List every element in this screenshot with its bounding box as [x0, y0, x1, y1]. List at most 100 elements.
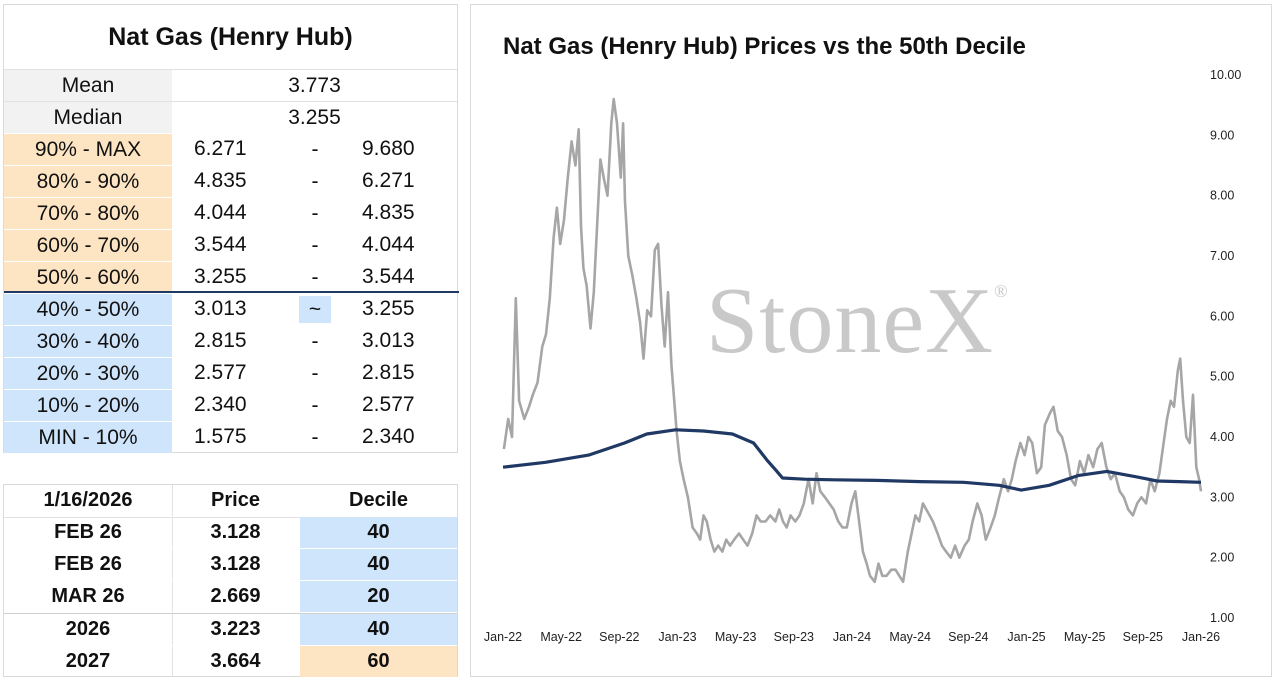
y-tick-label: 2.00	[1210, 551, 1234, 565]
contract-decile: 60	[300, 646, 457, 677]
x-tick-label: Sep-24	[948, 630, 988, 644]
decile-table-panel: Nat Gas (Henry Hub) Mean 3.773 Median 3.…	[3, 4, 459, 453]
contract-name: 2026	[4, 614, 173, 645]
contract-name: 2027	[4, 646, 173, 677]
decile-high: 2.815	[362, 360, 415, 384]
decile-row: 20% - 30% 2.577 - 2.815	[4, 357, 457, 389]
contract-price: 3.223	[210, 618, 261, 640]
x-tick-label: Sep-22	[599, 630, 639, 644]
contract-decile: 40	[300, 614, 457, 645]
decile-high: 6.271	[362, 168, 415, 192]
decile-row: 30% - 40% 2.815 - 3.013	[4, 325, 457, 357]
decile-row-current: 40% - 50% 3.013 ~ 3.255	[4, 293, 457, 325]
decile-low: 1.575	[194, 424, 247, 448]
registered-mark: ®	[994, 281, 1009, 301]
decile-row: 60% - 70% 3.544 - 4.044	[4, 229, 457, 261]
decile-range-label: 20% - 30%	[4, 357, 172, 389]
contract-decile: 40	[300, 549, 457, 580]
decile-high: 4.835	[362, 200, 415, 224]
median-value: 3.255	[172, 101, 457, 133]
median-divider	[4, 291, 459, 293]
median-decile-series-line	[502, 428, 1202, 492]
decile-range-label: 80% - 90%	[4, 165, 172, 197]
decile-high: 3.255	[362, 296, 415, 320]
table-header-row: 1/16/2026 Price Decile	[4, 485, 457, 518]
decile-range-label: MIN - 10%	[4, 421, 172, 453]
x-tick-label: May-22	[540, 630, 582, 644]
contract-name: FEB 26	[4, 517, 173, 548]
decile-low: 2.340	[194, 392, 247, 416]
decile-table-title: Nat Gas (Henry Hub)	[108, 22, 353, 51]
decile-separator: -	[311, 201, 319, 225]
x-tick-label: Jan-26	[1182, 630, 1220, 644]
decile-row: 50% - 60% 3.255 - 3.544	[4, 261, 457, 293]
decile-high: 9.680	[362, 136, 415, 160]
x-tick-label: May-25	[1064, 630, 1106, 644]
x-tick-label: Jan-24	[833, 630, 871, 644]
y-tick-label: 5.00	[1210, 370, 1234, 384]
contract-price: 3.128	[210, 521, 261, 543]
contract-price: 3.664	[210, 650, 261, 672]
decile-low: 3.255	[194, 264, 247, 288]
mean-row: Mean 3.773	[4, 69, 457, 101]
x-tick-label: May-24	[889, 630, 931, 644]
decile-low: 3.544	[194, 232, 247, 256]
decile-low: 4.835	[194, 168, 247, 192]
table-divider	[4, 613, 457, 614]
decile-high: 4.044	[362, 232, 415, 256]
x-tick-label: Sep-25	[1123, 630, 1163, 644]
decile-low: 2.577	[194, 360, 247, 384]
decile-row: 70% - 80% 4.044 - 4.835	[4, 197, 457, 229]
decile-range-label: 90% - MAX	[4, 133, 172, 165]
decile-separator: -	[311, 329, 319, 353]
decile-high: 3.013	[362, 328, 415, 352]
price-chart-panel: Nat Gas (Henry Hub) Prices vs the 50th D…	[470, 4, 1272, 677]
median-label: Median	[4, 101, 172, 133]
x-tick-label: Jan-25	[1007, 630, 1045, 644]
decile-range-label: 70% - 80%	[4, 197, 172, 229]
decile-high: 3.544	[362, 264, 415, 288]
contract-decile-table: 1/16/2026 Price Decile FEB 26 3.128 40 F…	[3, 484, 458, 677]
table-row: FEB 26 3.128 40	[4, 549, 457, 581]
current-decile-marker: ~	[299, 296, 331, 323]
y-tick-label: 6.00	[1210, 309, 1234, 323]
table-row: MAR 26 2.669 20	[4, 581, 457, 613]
decile-row: 10% - 20% 2.340 - 2.577	[4, 389, 457, 421]
y-tick-label: 8.00	[1210, 189, 1234, 203]
mean-value: 3.773	[172, 69, 457, 101]
contract-decile: 20	[300, 581, 457, 612]
decile-range-label: 10% - 20%	[4, 389, 172, 421]
y-tick-label: 10.00	[1210, 68, 1241, 82]
price-column-header: Price	[211, 489, 260, 511]
contract-name: FEB 26	[4, 549, 173, 580]
decile-high: 2.577	[362, 392, 415, 416]
decile-separator: -	[311, 425, 319, 449]
decile-column-header: Decile	[349, 489, 408, 511]
table-row: FEB 26 3.128 40	[4, 517, 457, 549]
decile-separator: -	[311, 233, 319, 257]
x-tick-label: Sep-23	[774, 630, 814, 644]
decile-low: 4.044	[194, 200, 247, 224]
contract-decile: 40	[300, 517, 457, 548]
decile-low: 6.271	[194, 136, 247, 160]
contract-price: 3.128	[210, 553, 261, 575]
decile-separator: -	[311, 393, 319, 417]
y-tick-label: 3.00	[1210, 490, 1234, 504]
x-tick-label: May-23	[715, 630, 757, 644]
table-row: 2027 3.664 60	[4, 646, 457, 678]
y-tick-label: 7.00	[1210, 249, 1234, 263]
decile-row: 80% - 90% 4.835 - 6.271	[4, 165, 457, 197]
decile-row: 90% - MAX 6.271 - 9.680	[4, 133, 457, 165]
chart-title: Nat Gas (Henry Hub) Prices vs the 50th D…	[503, 33, 1026, 60]
decile-row: MIN - 10% 1.575 - 2.340	[4, 421, 457, 453]
decile-separator: -	[311, 265, 319, 289]
decile-separator: -	[311, 137, 319, 161]
decile-high: 2.340	[362, 424, 415, 448]
contract-price: 2.669	[210, 585, 261, 607]
decile-separator: -	[311, 169, 319, 193]
y-tick-label: 4.00	[1210, 430, 1234, 444]
median-row: Median 3.255	[4, 101, 457, 133]
stonex-watermark: StoneX®	[706, 267, 1009, 375]
y-tick-label: 1.00	[1210, 611, 1234, 625]
decile-low: 2.815	[194, 328, 247, 352]
